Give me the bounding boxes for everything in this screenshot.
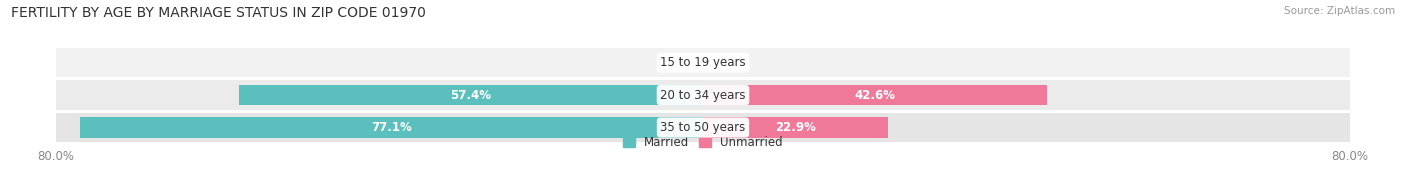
Text: 22.9%: 22.9% (775, 121, 815, 134)
Text: 57.4%: 57.4% (450, 89, 492, 102)
Text: Source: ZipAtlas.com: Source: ZipAtlas.com (1284, 6, 1395, 16)
Bar (56, 113, 1350, 142)
Text: FERTILITY BY AGE BY MARRIAGE STATUS IN ZIP CODE 01970: FERTILITY BY AGE BY MARRIAGE STATUS IN Z… (11, 6, 426, 20)
Bar (56, 48, 1350, 77)
Bar (239, 85, 703, 105)
Text: 20 to 34 years: 20 to 34 years (661, 89, 745, 102)
Text: 0.0%: 0.0% (657, 56, 688, 69)
Bar (80, 117, 703, 138)
Text: 15 to 19 years: 15 to 19 years (661, 56, 745, 69)
Text: 0.0%: 0.0% (720, 56, 749, 69)
Bar (703, 85, 1047, 105)
Bar (703, 117, 889, 138)
Text: 35 to 50 years: 35 to 50 years (661, 121, 745, 134)
Legend: Married, Unmarried: Married, Unmarried (623, 136, 783, 149)
Text: 42.6%: 42.6% (855, 89, 896, 102)
Text: 77.1%: 77.1% (371, 121, 412, 134)
Bar (56, 80, 1350, 110)
